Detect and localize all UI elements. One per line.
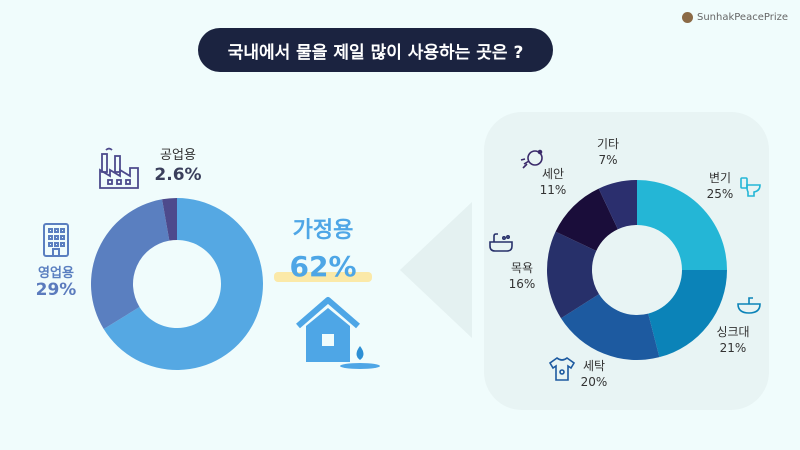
- slice-face-wash: [555, 188, 618, 251]
- slice-commercial: [90, 199, 170, 329]
- page-title: 국내에서 물을 제일 많이 사용하는 곳은 ?: [198, 28, 553, 72]
- face-wash-icon: [520, 149, 543, 169]
- other-name: 기타: [596, 137, 620, 151]
- household-value-text: 62%: [289, 250, 357, 283]
- other-value: 7%: [598, 153, 618, 167]
- sink-value: 21%: [719, 341, 747, 355]
- industrial-value: 2.6%: [154, 165, 202, 185]
- sink-name: 싱크대: [716, 325, 750, 339]
- commercial-name: 영업용: [38, 266, 74, 281]
- sink-icon: [737, 297, 761, 314]
- household-value: 62%: [268, 250, 378, 283]
- house-icon: [296, 297, 380, 369]
- commercial-label: 영업용 29%: [24, 266, 88, 300]
- shirt-icon-wrap: [548, 356, 576, 386]
- slice-bath: [547, 231, 600, 319]
- toilet-name: 변기: [708, 171, 732, 185]
- face-label: 세안 11%: [532, 166, 574, 198]
- slice-household: [103, 198, 263, 370]
- household-name: 가정용: [292, 218, 354, 243]
- laundry-name: 세탁: [582, 359, 606, 373]
- toilet-label: 변기 25%: [700, 170, 740, 202]
- household-icon-wrap: [292, 294, 384, 378]
- toilet-icon-wrap: [740, 176, 762, 202]
- pointer-arrow: [400, 202, 472, 338]
- brand-icon: [681, 12, 693, 23]
- bathtub-icon: [489, 233, 513, 252]
- face-value: 11%: [539, 183, 567, 197]
- sink-label: 싱크대 21%: [708, 324, 758, 356]
- usage-sector-donut: [90, 198, 263, 370]
- building-icon: [43, 223, 69, 257]
- brand-logo: SunhakPeacePrize: [681, 12, 788, 23]
- household-usage-donut: [547, 180, 727, 360]
- other-label: 기타 7%: [588, 136, 628, 168]
- commercial-value: 29%: [35, 280, 77, 300]
- slice-industrial: [162, 198, 177, 241]
- bathtub-icon-wrap: [488, 232, 514, 258]
- industrial-name: 공업용: [160, 148, 196, 163]
- laundry-value: 20%: [580, 375, 608, 389]
- industrial-group: [98, 146, 142, 194]
- slice-laundry: [561, 294, 660, 360]
- bath-name: 목욕: [510, 261, 534, 275]
- face-wash-icon-wrap: [518, 148, 546, 176]
- household-label: 가정용 62%: [268, 212, 378, 283]
- toilet-value: 25%: [706, 187, 734, 201]
- commercial-icon-wrap: [42, 222, 70, 262]
- shirt-icon: [548, 356, 576, 381]
- laundry-label: 세탁 20%: [574, 358, 614, 390]
- industrial-label: 공업용 2.6%: [150, 148, 206, 185]
- face-name: 세안: [541, 167, 565, 181]
- factory-icon: [99, 147, 139, 189]
- bath-value: 16%: [508, 277, 536, 291]
- slice-sink: [648, 270, 727, 358]
- slice-toilet: [637, 180, 727, 270]
- slice-other: [598, 180, 637, 230]
- toilet-icon: [740, 177, 761, 197]
- brand-name: SunhakPeacePrize: [696, 12, 788, 23]
- sink-icon-wrap: [736, 294, 762, 320]
- bath-label: 목욕 16%: [504, 260, 540, 292]
